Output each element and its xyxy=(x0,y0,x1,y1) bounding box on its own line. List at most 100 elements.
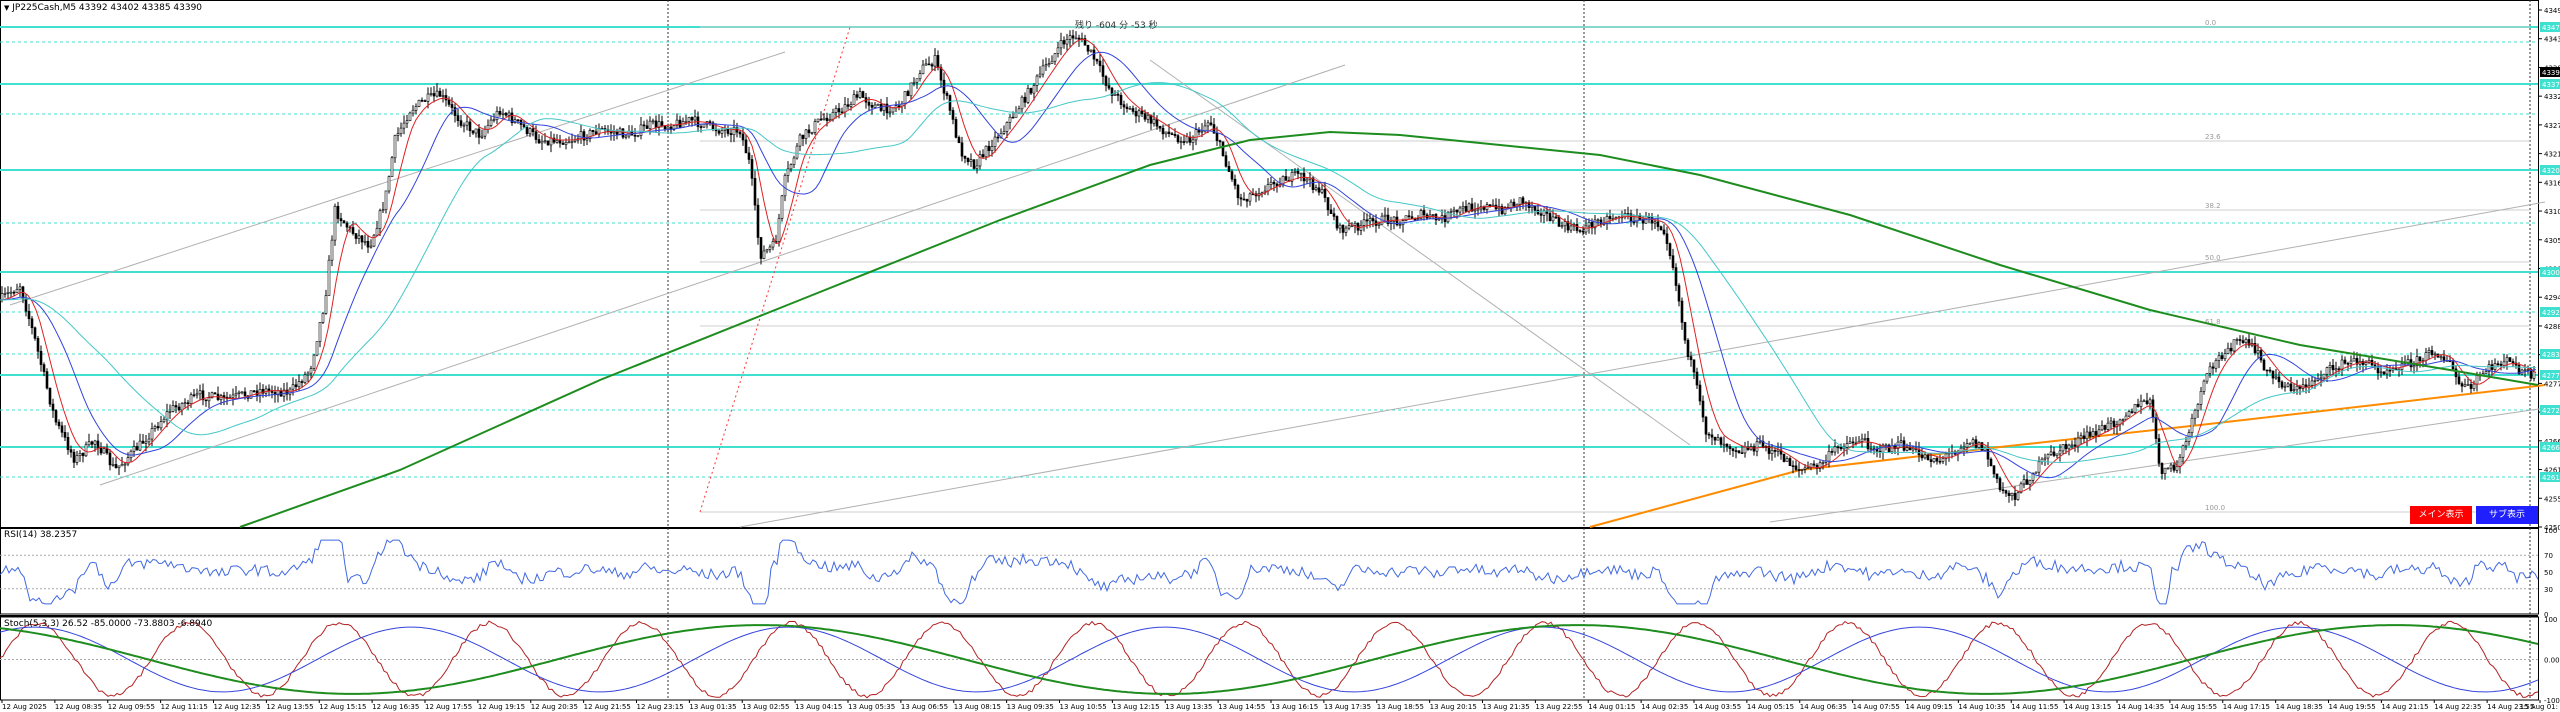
candle-body xyxy=(2295,385,2299,391)
candle-body xyxy=(1680,300,1684,323)
price-axis-label: 42941 xyxy=(2544,294,2560,302)
main-display-button[interactable]: メイン表示 xyxy=(2410,506,2472,524)
candle-body xyxy=(1299,172,1303,175)
candle-body xyxy=(39,350,43,365)
sub-display-button[interactable]: サブ表示 xyxy=(2476,506,2538,524)
candle-body xyxy=(1458,207,1462,213)
candle-body xyxy=(882,103,886,111)
candle-body xyxy=(2121,419,2125,421)
candle-body xyxy=(1578,230,1582,232)
candle-body xyxy=(1608,216,1612,219)
candle-body xyxy=(2073,444,2077,447)
candle-body xyxy=(2211,366,2215,369)
candle-body xyxy=(2025,479,2029,485)
candle-body xyxy=(1155,119,1159,127)
time-axis-label: 14 Aug 07:55 xyxy=(1853,703,1900,711)
candle-body xyxy=(1977,442,1981,448)
candle-body xyxy=(975,165,979,169)
candle-body xyxy=(2361,360,2365,365)
candle-body xyxy=(423,100,427,102)
candle-body xyxy=(438,90,442,97)
candle-body xyxy=(2052,451,2056,456)
candle-body xyxy=(2439,356,2443,359)
fibonacci-label: 23.6 xyxy=(2205,133,2221,141)
candle-body xyxy=(888,111,892,114)
candle-body xyxy=(2310,380,2314,386)
candle-body xyxy=(897,105,901,108)
candle-body xyxy=(1413,218,1417,221)
candle-body xyxy=(2004,490,2008,494)
candle-body xyxy=(2097,429,2101,436)
collapse-triangle-icon[interactable]: ▼ xyxy=(4,4,10,12)
candle-body xyxy=(783,175,787,197)
candle-body xyxy=(1737,450,1741,453)
candle-body xyxy=(2229,347,2233,352)
candle-body xyxy=(1785,458,1789,462)
candle-body xyxy=(534,131,538,140)
time-axis-label: 14 Aug 19:55 xyxy=(2329,703,2376,711)
candle-body xyxy=(1887,444,1891,453)
candle-body xyxy=(2169,464,2173,469)
candle-body xyxy=(1110,87,1114,96)
candle-body xyxy=(1971,439,1975,444)
candle-body xyxy=(951,110,955,120)
stoch-fast-line xyxy=(0,620,2539,699)
candle-body xyxy=(2046,454,2050,459)
candle-body xyxy=(1209,122,1213,125)
price-axis-label: 42611 xyxy=(2544,467,2560,475)
candle-body xyxy=(30,318,34,329)
price-axis-label: 43106 xyxy=(2544,208,2560,216)
candle-body xyxy=(1362,219,1366,226)
candle-body xyxy=(366,240,370,248)
candle-body xyxy=(2289,383,2293,392)
price-axis-label: 43271 xyxy=(2544,122,2560,130)
candle-body xyxy=(723,128,727,131)
candle-body xyxy=(183,402,187,405)
candle-body xyxy=(2457,376,2461,384)
candle-body xyxy=(195,393,199,396)
candle-body xyxy=(954,119,958,138)
candle-body xyxy=(243,391,247,397)
candle-body xyxy=(99,448,103,454)
candle-body xyxy=(1530,205,1534,208)
candle-body xyxy=(1332,213,1336,217)
candle-body xyxy=(591,130,595,132)
time-axis-label: 13 Aug 14:55 xyxy=(1218,703,1265,711)
candle-body xyxy=(2223,353,2227,360)
fibonacci-label: 61.8 xyxy=(2205,318,2221,326)
candle-body xyxy=(111,464,115,466)
candle-body xyxy=(681,121,685,128)
candle-body xyxy=(843,104,847,113)
price-axis-label: 43326 xyxy=(2544,93,2560,101)
candle-body xyxy=(486,125,490,130)
candle-body xyxy=(354,233,358,239)
candle-body xyxy=(1827,451,1831,462)
candle-body xyxy=(489,119,493,126)
candle-body xyxy=(2460,383,2464,387)
candle-body xyxy=(741,133,745,141)
candle-body xyxy=(81,453,85,457)
candle-body xyxy=(2013,492,2017,500)
candle-body xyxy=(2190,417,2194,433)
candle-body xyxy=(1803,467,1807,470)
candle-body xyxy=(621,128,625,138)
candle-body xyxy=(564,142,568,145)
candle-body xyxy=(1521,197,1525,204)
candle-body xyxy=(873,104,877,108)
candle-body xyxy=(0,293,4,301)
candle-body xyxy=(1071,35,1075,39)
candle-body xyxy=(9,291,13,294)
candle-body xyxy=(345,222,349,228)
candle-body xyxy=(1053,53,1057,62)
candle-body xyxy=(186,402,190,405)
candle-body xyxy=(1293,170,1297,173)
candle-body xyxy=(2424,352,2428,361)
time-axis-label: 15 Aug 01: xyxy=(2520,703,2558,711)
candle-body xyxy=(1194,129,1198,141)
candle-body xyxy=(1461,206,1465,209)
candle-body xyxy=(1002,131,1006,134)
candle-body xyxy=(2055,453,2059,456)
candle-body xyxy=(2205,373,2209,382)
candle-body xyxy=(387,176,391,192)
